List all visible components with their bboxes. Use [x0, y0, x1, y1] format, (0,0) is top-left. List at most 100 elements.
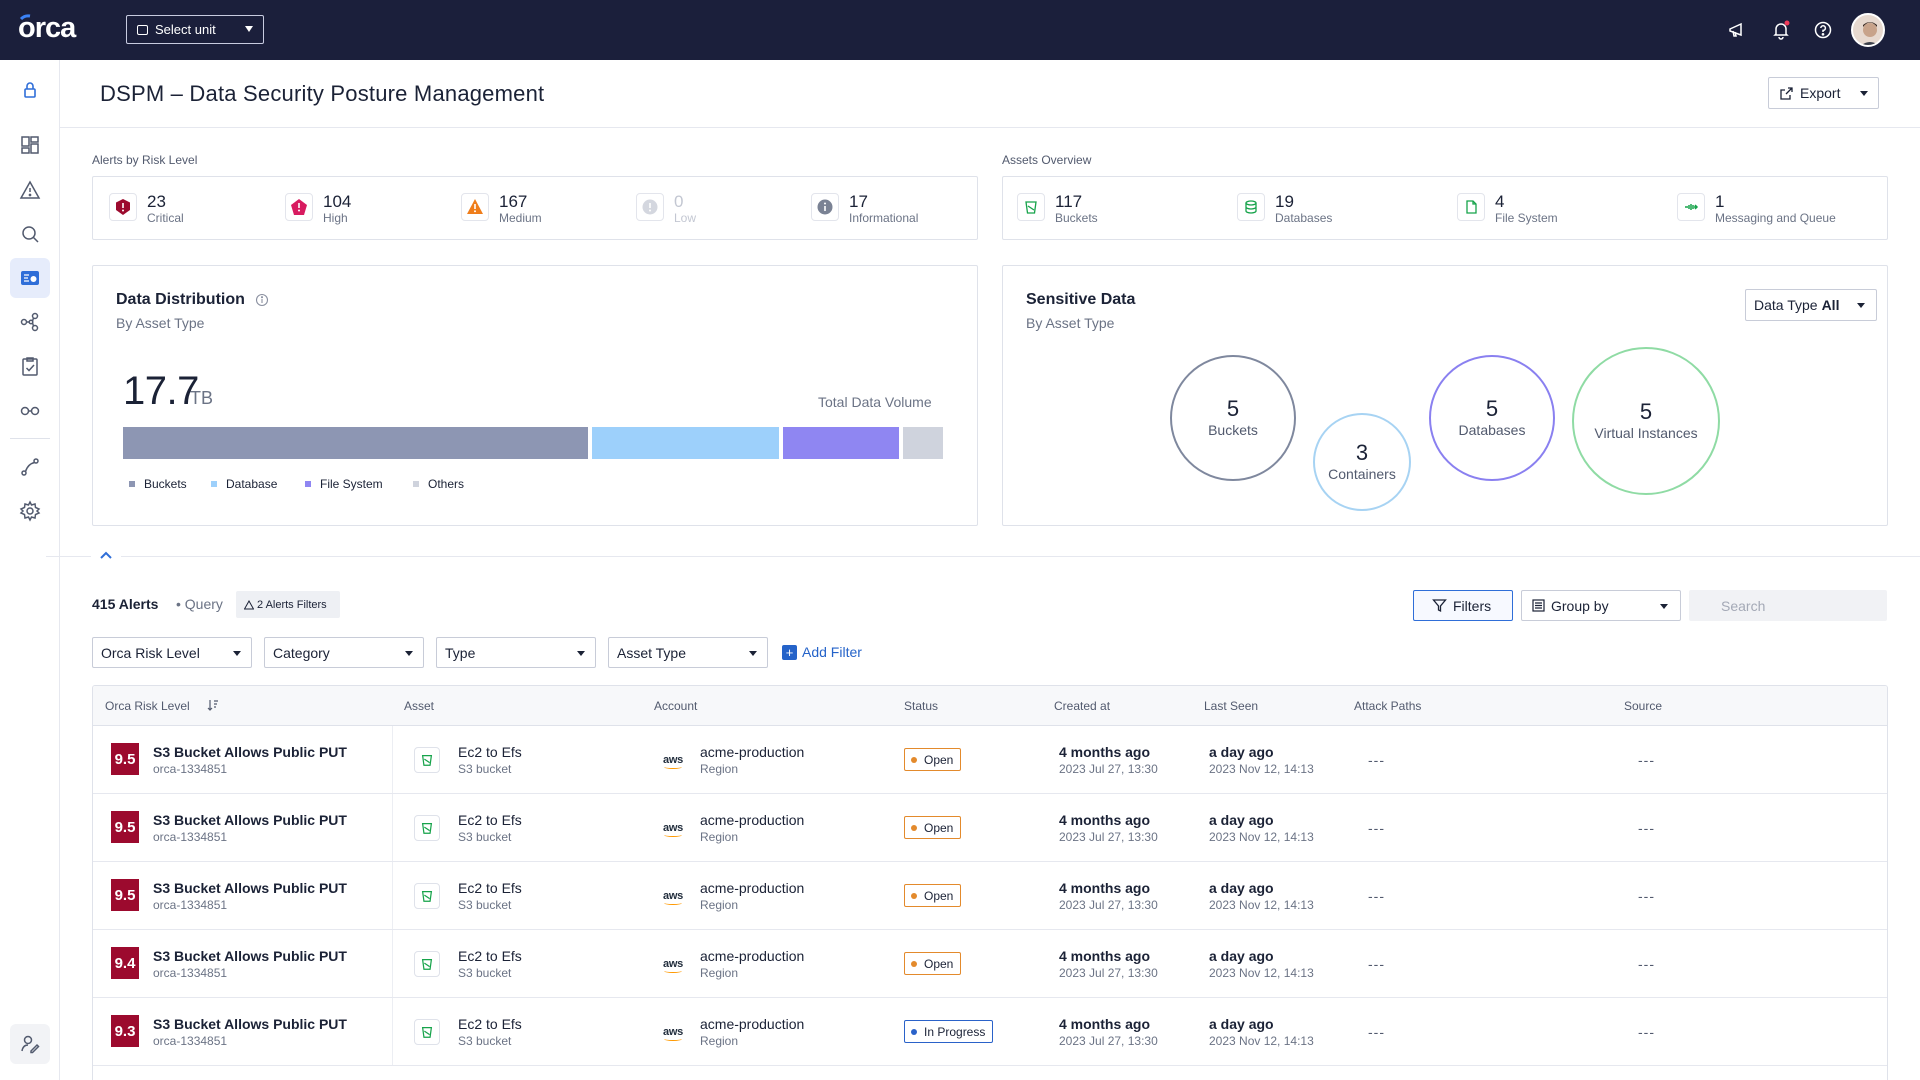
- add-filter-button[interactable]: + Add Filter: [782, 644, 862, 660]
- status-badge[interactable]: Open: [904, 816, 962, 839]
- kpi-file-system[interactable]: 4 File System: [1457, 193, 1558, 225]
- account-name[interactable]: acme-production: [700, 1016, 805, 1032]
- kpi-messaging[interactable]: 1 Messaging and Queue: [1677, 193, 1836, 225]
- last-seen-relative: a day ago: [1209, 880, 1274, 896]
- risk-cell: 9.5 S3 Bucket Allows Public PUT orca-133…: [93, 726, 393, 793]
- status-badge[interactable]: Open: [904, 952, 962, 975]
- alert-icon: [19, 180, 41, 199]
- sidebar-item-dashboard[interactable]: [10, 125, 50, 165]
- col-attack-paths[interactable]: Attack Paths: [1354, 699, 1422, 713]
- alert-title[interactable]: S3 Bucket Allows Public PUT: [153, 880, 347, 896]
- col-last-seen[interactable]: Last Seen: [1204, 699, 1259, 713]
- alert-title[interactable]: S3 Bucket Allows Public PUT: [153, 812, 347, 828]
- risk-cell: 9.5 S3 Bucket Allows Public PUT orca-133…: [93, 862, 393, 929]
- status-badge[interactable]: Open: [904, 884, 962, 907]
- aws-logo-icon: aws: [663, 958, 683, 973]
- table-row[interactable]: 9.5 S3 Bucket Allows Public PUT orca-133…: [93, 794, 1887, 862]
- kpi-high[interactable]: 104 High: [285, 193, 351, 225]
- table-row[interactable]: 9.5 S3 Bucket Allows Public PUT orca-133…: [93, 862, 1887, 930]
- alert-id: orca-1334851: [153, 1034, 228, 1048]
- account-name[interactable]: acme-production: [700, 948, 805, 964]
- col-source[interactable]: Source: [1624, 699, 1663, 713]
- query-label[interactable]: • Query: [176, 596, 223, 612]
- legend-label: File System: [320, 477, 383, 491]
- alert-title[interactable]: S3 Bucket Allows Public PUT: [153, 948, 347, 964]
- table-row[interactable]: 9.4 S3 Bucket Allows Public PUT orca-133…: [93, 930, 1887, 998]
- data-type-select[interactable]: Data Type All: [1745, 289, 1877, 321]
- asset-name[interactable]: Ec2 to Efs: [458, 1016, 522, 1032]
- asset-name[interactable]: Ec2 to Efs: [458, 880, 522, 896]
- created-date: 2023 Jul 27, 13:30: [1059, 898, 1158, 912]
- kpi-low[interactable]: 0 Low: [636, 193, 696, 225]
- sidebar-item-dspm[interactable]: [10, 258, 50, 298]
- filter-type[interactable]: Type: [436, 637, 596, 668]
- sidebar-item-alerts[interactable]: [10, 170, 50, 210]
- col-created-at[interactable]: Created at: [1054, 699, 1111, 713]
- info-icon[interactable]: [255, 293, 269, 307]
- kpi-critical[interactable]: 23 Critical: [109, 193, 184, 225]
- risk-score-badge: 9.5: [111, 879, 139, 911]
- col-status[interactable]: Status: [904, 699, 939, 713]
- asset-name[interactable]: Ec2 to Efs: [458, 744, 522, 760]
- export-button[interactable]: Export: [1768, 77, 1879, 109]
- sidebar-item-discovery[interactable]: [10, 390, 50, 430]
- alerts-filters-pill[interactable]: 2 Alerts Filters: [236, 591, 340, 618]
- megaphone-icon[interactable]: [1727, 20, 1747, 40]
- help-icon[interactable]: [1813, 20, 1833, 40]
- kpi-buckets[interactable]: 117 Buckets: [1017, 193, 1098, 225]
- filters-button[interactable]: Filters: [1413, 590, 1513, 621]
- kpi-informational[interactable]: 17 Informational: [811, 193, 918, 225]
- sensitive-data-card: Sensitive Data By Asset Type Data Type A…: [1002, 265, 1888, 526]
- collapse-button[interactable]: [91, 540, 121, 570]
- sidebar-item-user-settings[interactable]: [10, 1024, 50, 1064]
- group-icon: [1532, 599, 1545, 612]
- asset-name[interactable]: Ec2 to Efs: [458, 812, 522, 828]
- filter-asset-type[interactable]: Asset Type: [608, 637, 768, 668]
- bubble-virtual-instances[interactable]: 5 Virtual Instances: [1572, 347, 1720, 495]
- table-row[interactable]: 9.5 S3 Bucket Allows Public PUT orca-133…: [93, 726, 1887, 794]
- col-orca-risk-level[interactable]: Orca Risk Level: [105, 699, 190, 713]
- bubble-databases[interactable]: 5 Databases: [1429, 355, 1555, 481]
- bubble-buckets[interactable]: 5 Buckets: [1170, 355, 1296, 481]
- status-badge[interactable]: Open: [904, 748, 962, 771]
- kpi-medium[interactable]: 167 Medium: [461, 193, 542, 225]
- alerts-filters-label: 2 Alerts Filters: [257, 598, 327, 611]
- account-name[interactable]: acme-production: [700, 880, 805, 896]
- sidebar-item-compliance[interactable]: [10, 346, 50, 386]
- sidebar-item-search[interactable]: [10, 214, 50, 254]
- group-by-select[interactable]: Group by: [1521, 590, 1681, 621]
- filter-category[interactable]: Category: [264, 637, 424, 668]
- col-asset[interactable]: Asset: [404, 699, 435, 713]
- bubble-containers[interactable]: 3 Containers: [1313, 413, 1411, 511]
- legend-label: Others: [428, 477, 465, 491]
- alert-title[interactable]: S3 Bucket Allows Public PUT: [153, 1016, 347, 1032]
- distribution-segment-database[interactable]: [592, 427, 779, 459]
- account-name[interactable]: acme-production: [700, 812, 805, 828]
- distribution-segment-file-system[interactable]: [783, 427, 899, 459]
- status-badge[interactable]: In Progress: [904, 1020, 994, 1043]
- legend-swatch: [413, 481, 419, 487]
- distribution-segment-buckets[interactable]: [123, 427, 588, 459]
- table-row[interactable]: 9.3 S3 Bucket Allows Public PUT orca-133…: [93, 998, 1887, 1066]
- filter-orca-risk-level[interactable]: Orca Risk Level: [92, 637, 252, 668]
- bell-icon[interactable]: [1771, 20, 1791, 40]
- sidebar-item-settings[interactable]: [10, 491, 50, 531]
- col-account[interactable]: Account: [654, 699, 698, 713]
- orca-logo[interactable]: orca: [18, 10, 104, 46]
- total-data-label: Total Data Volume: [818, 394, 932, 410]
- asset-name[interactable]: Ec2 to Efs: [458, 948, 522, 964]
- avatar[interactable]: [1851, 13, 1885, 47]
- search-input[interactable]: [1689, 590, 1887, 621]
- distribution-segment-others[interactable]: [903, 427, 943, 459]
- kpi-databases[interactable]: 19 Databases: [1237, 193, 1332, 225]
- account-region: Region: [700, 762, 739, 776]
- sidebar-item-lock[interactable]: [10, 70, 50, 110]
- select-unit-dropdown[interactable]: Select unit: [126, 15, 264, 44]
- sidebar-item-integrations[interactable]: [10, 447, 50, 487]
- bucket-icon: [1017, 193, 1045, 221]
- messaging-icon: [1677, 193, 1705, 221]
- sidebar-item-graph[interactable]: [10, 302, 50, 342]
- account-name[interactable]: acme-production: [700, 744, 805, 760]
- sort-icon[interactable]: [206, 698, 220, 712]
- alert-title[interactable]: S3 Bucket Allows Public PUT: [153, 744, 347, 760]
